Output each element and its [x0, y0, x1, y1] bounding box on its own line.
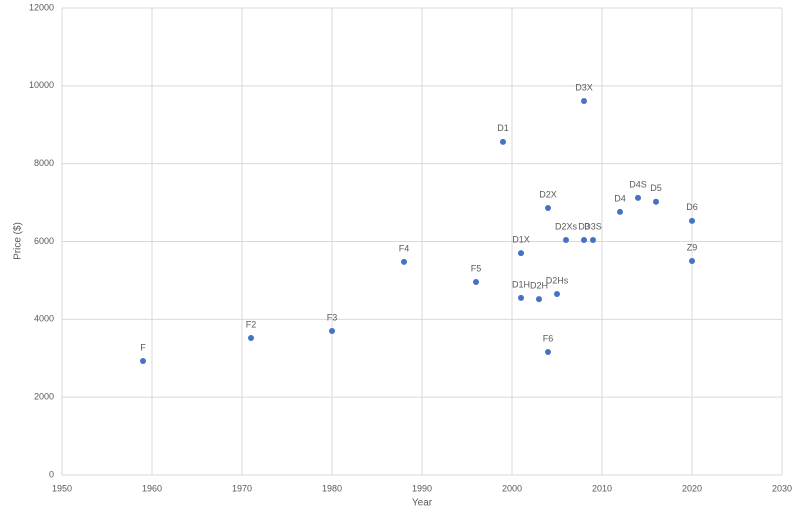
point	[590, 236, 596, 243]
point	[545, 349, 551, 356]
point-label: D4	[614, 193, 626, 203]
point-label: F3	[327, 312, 338, 322]
point	[689, 217, 695, 224]
point-label: D6	[686, 202, 698, 212]
point	[581, 98, 587, 105]
point	[653, 198, 659, 205]
point-label: D1	[497, 123, 509, 133]
x-tick-label: 2020	[682, 483, 702, 493]
x-tick-label: 2000	[502, 483, 522, 493]
point	[563, 236, 569, 243]
point	[329, 328, 335, 335]
point-label: D2H	[530, 280, 548, 290]
x-tick-label: 1980	[322, 483, 342, 493]
point-label: D3S	[584, 221, 602, 231]
point	[140, 357, 146, 364]
x-tick-label: 1970	[232, 483, 252, 493]
point-label: D5	[650, 183, 662, 193]
point	[473, 278, 479, 285]
point-label: F2	[246, 319, 257, 329]
point-label: F4	[399, 243, 410, 253]
y-tick-label: 6000	[34, 236, 54, 246]
point	[545, 205, 551, 212]
point	[635, 194, 641, 201]
point-label: D3	[578, 221, 590, 231]
y-tick-label: 12000	[29, 2, 54, 12]
point-label: D4S	[629, 179, 647, 189]
point	[581, 236, 587, 243]
point-label: D3X	[575, 82, 593, 92]
point	[518, 294, 524, 301]
point-label: D2Xs	[555, 221, 578, 231]
x-tick-label: 1990	[412, 483, 432, 493]
point	[500, 138, 506, 145]
point-label: Z9	[687, 242, 698, 252]
point	[248, 335, 254, 342]
y-tick-label: 10000	[29, 80, 54, 90]
point-label: F	[140, 342, 146, 352]
x-tick-label: 1960	[142, 483, 162, 493]
y-tick-label: 8000	[34, 158, 54, 168]
point-label: D1H	[512, 279, 530, 289]
point-label: F5	[471, 263, 482, 273]
point	[401, 258, 407, 265]
point-label: D2X	[539, 189, 557, 199]
x-axis-title: Year	[412, 498, 433, 509]
x-tick-label: 1950	[52, 483, 72, 493]
y-tick-label: 4000	[34, 314, 54, 324]
point	[554, 291, 560, 298]
y-axis-title: Price ($)	[13, 222, 24, 260]
x-tick-label: 2030	[772, 483, 792, 493]
point-label: F6	[543, 333, 554, 343]
point	[689, 257, 695, 264]
point	[536, 296, 542, 303]
y-tick-label: 2000	[34, 392, 54, 402]
y-tick-label: 0	[49, 469, 54, 479]
point-label: D2Hs	[546, 275, 569, 285]
point	[518, 250, 524, 257]
point	[617, 208, 623, 215]
x-tick-label: 2010	[592, 483, 612, 493]
point-label: D1X	[512, 235, 530, 245]
